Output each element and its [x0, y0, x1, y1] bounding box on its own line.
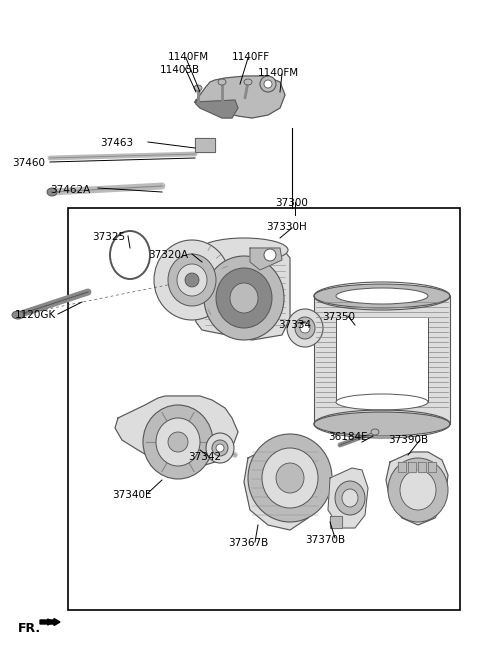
Text: 37320A: 37320A	[148, 250, 188, 260]
Polygon shape	[408, 462, 416, 472]
Text: 37463: 37463	[100, 138, 133, 148]
Ellipse shape	[276, 463, 304, 493]
Ellipse shape	[244, 79, 252, 85]
Ellipse shape	[200, 238, 288, 262]
Text: 1140FM: 1140FM	[258, 68, 299, 78]
Ellipse shape	[336, 288, 428, 304]
Ellipse shape	[248, 434, 332, 522]
Ellipse shape	[400, 470, 436, 510]
Ellipse shape	[212, 440, 228, 456]
Ellipse shape	[12, 311, 24, 319]
Polygon shape	[195, 76, 285, 118]
Text: 37462A: 37462A	[50, 185, 90, 195]
Polygon shape	[418, 462, 426, 472]
Polygon shape	[328, 468, 368, 528]
Text: 37460: 37460	[12, 158, 45, 168]
Polygon shape	[195, 100, 238, 118]
Polygon shape	[195, 138, 215, 152]
Text: 37334: 37334	[278, 320, 311, 330]
Text: 37300: 37300	[275, 198, 308, 208]
Text: 37350: 37350	[322, 312, 355, 322]
Ellipse shape	[264, 80, 272, 88]
Ellipse shape	[260, 76, 276, 92]
Polygon shape	[428, 462, 436, 472]
Text: 37325: 37325	[92, 232, 125, 242]
Ellipse shape	[287, 309, 323, 347]
Ellipse shape	[177, 264, 207, 296]
Ellipse shape	[342, 489, 358, 507]
Ellipse shape	[168, 432, 188, 452]
Ellipse shape	[314, 412, 450, 436]
Ellipse shape	[230, 283, 258, 313]
Ellipse shape	[371, 429, 379, 435]
Ellipse shape	[300, 323, 310, 333]
Text: 37367B: 37367B	[228, 538, 268, 548]
Text: FR.: FR.	[18, 622, 41, 635]
Polygon shape	[386, 452, 448, 525]
Text: 37342: 37342	[188, 452, 221, 462]
Ellipse shape	[388, 458, 448, 522]
Ellipse shape	[262, 448, 318, 508]
Ellipse shape	[218, 79, 226, 85]
FancyArrow shape	[40, 619, 60, 626]
Bar	[336, 318, 428, 402]
Ellipse shape	[204, 256, 284, 340]
Ellipse shape	[194, 85, 202, 91]
Ellipse shape	[168, 254, 216, 306]
Bar	[68, 208, 460, 610]
Text: 37370B: 37370B	[305, 535, 345, 545]
Polygon shape	[115, 396, 238, 468]
Polygon shape	[194, 248, 290, 340]
Ellipse shape	[216, 444, 224, 452]
Ellipse shape	[143, 405, 213, 479]
Ellipse shape	[216, 268, 272, 328]
Text: 11405B: 11405B	[160, 65, 200, 75]
Ellipse shape	[206, 433, 234, 463]
Ellipse shape	[156, 418, 200, 466]
Text: 1140FF: 1140FF	[232, 52, 270, 62]
Bar	[314, 296, 450, 424]
Text: 37330H: 37330H	[266, 222, 307, 232]
Ellipse shape	[154, 240, 230, 320]
Text: 1120GK: 1120GK	[15, 310, 56, 320]
Ellipse shape	[185, 273, 199, 287]
Text: 36184E: 36184E	[328, 432, 368, 442]
Text: 37340E: 37340E	[112, 490, 152, 500]
Ellipse shape	[47, 188, 57, 196]
Polygon shape	[244, 445, 320, 530]
Ellipse shape	[335, 481, 365, 515]
Polygon shape	[398, 462, 406, 472]
Ellipse shape	[314, 284, 450, 308]
Ellipse shape	[336, 394, 428, 410]
Ellipse shape	[295, 317, 315, 339]
Polygon shape	[330, 516, 342, 528]
Ellipse shape	[264, 249, 276, 261]
Text: 1140FM: 1140FM	[168, 52, 209, 62]
Ellipse shape	[110, 231, 150, 279]
Polygon shape	[250, 248, 282, 270]
Text: 37390B: 37390B	[388, 435, 428, 445]
